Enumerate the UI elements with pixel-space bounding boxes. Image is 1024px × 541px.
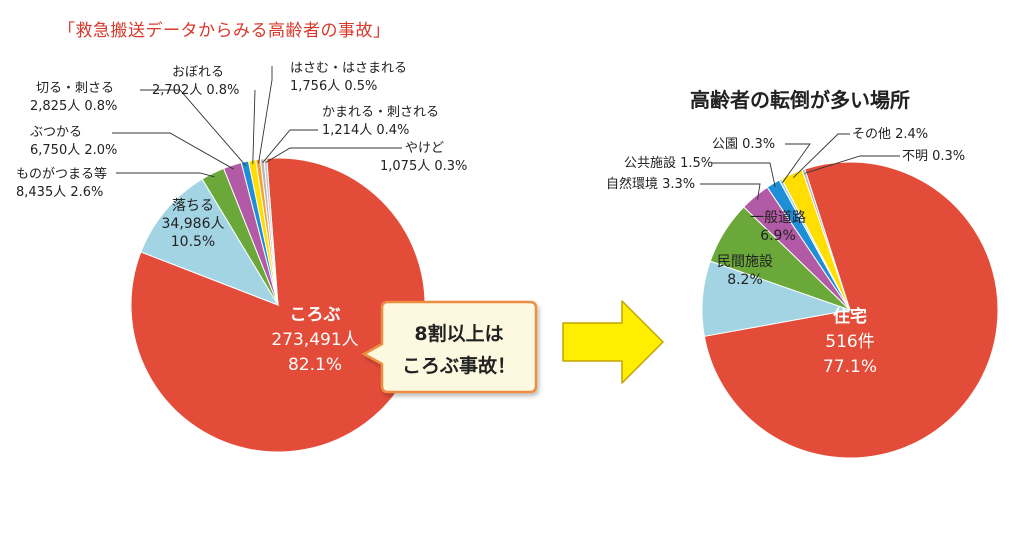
leader-kokyo	[712, 162, 776, 188]
pie-fall-places	[701, 161, 999, 459]
slice-value-yakedo: 1,075人 0.3%	[380, 159, 467, 174]
accidents-slice-1	[140, 178, 280, 306]
slice-value-korobu: 273,491人	[271, 330, 358, 350]
slice-pct-korobu: 82.1%	[288, 355, 342, 375]
slice-value-hasamu: 1,756人 0.5%	[290, 79, 377, 94]
leader-koen	[781, 143, 811, 184]
slice-value-kamareru: 1,214人 0.4%	[322, 123, 409, 138]
slice-value-oboreru: 2,702人 0.8%	[152, 83, 239, 98]
leader-shizen	[700, 183, 761, 200]
slice-value-jutaku: 516件	[825, 332, 874, 352]
slice-pct-minkan: 8.2%	[727, 272, 763, 288]
leader-fumei	[804, 155, 900, 174]
leader-tsumaru	[116, 172, 215, 178]
slice-value-ochiru: 34,986人	[162, 216, 225, 232]
slice-pct-ippan: 6.9%	[760, 228, 796, 244]
slice-label-koen: 公園 0.3%	[712, 137, 775, 152]
right-arrow-icon	[562, 300, 664, 384]
slice-label-kiru: 切る・刺さる	[36, 81, 114, 96]
callout-line-1: 8割以上は	[414, 322, 503, 345]
slice-pct-jutaku: 77.1%	[823, 357, 877, 377]
callout-bubble: 8割以上は ころぶ事故！	[361, 300, 538, 394]
slice-label-ippan: 一般道路	[750, 210, 806, 226]
slice-value-butsukaru: 6,750人 2.0%	[30, 143, 117, 158]
leader-yakedo	[265, 147, 402, 163]
slice-label-butsukaru: ぶつかる	[30, 125, 82, 140]
callout-line-2: ころぶ事故！	[402, 354, 516, 377]
slice-label-oboreru: おぼれる	[172, 65, 224, 80]
slice-label-shizen: 自然環境 3.3%	[606, 176, 695, 192]
slice-label-tsumaru: ものがつまる等	[16, 166, 107, 182]
slice-label-hasamu: はさむ・はさまれる	[290, 61, 407, 76]
chart-title-fall-places: 高齢者の転倒が多い場所	[690, 88, 910, 112]
slice-label-kamareru: かまれる・刺される	[322, 105, 439, 120]
slice-label-ochiru: 落ちる	[172, 198, 214, 214]
leader-kamareru	[262, 129, 318, 164]
leader-kiru	[140, 89, 247, 166]
slice-pct-ochiru: 10.5%	[171, 234, 215, 250]
slice-label-sonota: その他 2.4%	[852, 127, 928, 142]
leader-hasamu	[258, 66, 273, 164]
leader-sonota	[792, 133, 850, 178]
leader-lines	[112, 66, 900, 200]
slice-value-kiru: 2,825人 0.8%	[30, 99, 117, 114]
slice-label-fumei: 不明 0.3%	[902, 149, 965, 164]
leader-butsukaru	[112, 132, 234, 170]
slice-label-korobu: ころぶ	[290, 305, 341, 325]
places-slice-7	[801, 168, 851, 311]
leader-oboreru	[252, 89, 256, 165]
slice-label-yakedo: やけど	[405, 141, 444, 156]
slice-label-minkan: 民間施設	[717, 254, 773, 270]
slice-label-kokyo: 公共施設 1.5%	[624, 155, 713, 171]
chart-title-accidents: 「救急搬送データからみる高齢者の事故」	[58, 21, 391, 41]
slice-value-tsumaru: 8,435人 2.6%	[16, 185, 103, 200]
slice-label-jutaku: 住宅	[833, 306, 867, 327]
